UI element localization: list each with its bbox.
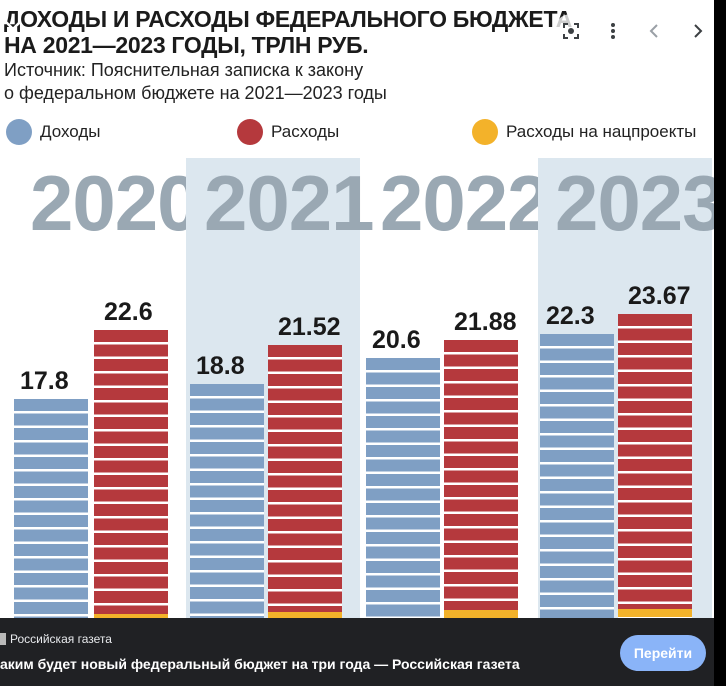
visit-button[interactable]: Перейти (620, 635, 706, 671)
legend-item-natprojects: Расходы на нацпроекты (472, 119, 696, 145)
page-title-link[interactable]: аким будет новый федеральный бюджет на т… (0, 656, 520, 672)
bar-income-2023 (540, 333, 614, 618)
bar-expenses-2020 (94, 329, 168, 618)
legend-swatch-natprojects (472, 119, 498, 145)
legend-item-expenses: Расходы (237, 119, 339, 145)
bar-expenses-2021 (268, 345, 342, 618)
bar-income-2020 (14, 398, 88, 618)
year-label-2023: 2023 (555, 159, 714, 247)
label-expenses-2021: 21.52 (278, 313, 341, 342)
year-label-2022: 2022 (380, 159, 551, 247)
close-icon[interactable] (0, 16, 26, 42)
bar-natprojects-2020 (94, 614, 168, 618)
bar-income-2021 (190, 384, 264, 618)
label-expenses-2020: 22.6 (104, 297, 153, 326)
viewer-edge (714, 0, 726, 686)
bar-expenses-2022 (444, 339, 518, 618)
source-name[interactable]: Российская газета (10, 632, 112, 646)
legend-swatch-expenses (237, 119, 263, 145)
more-vert-icon[interactable] (596, 14, 630, 48)
label-income-2023: 22.3 (546, 301, 595, 330)
bar-natprojects-2023 (618, 608, 692, 618)
year-label-2021: 2021 (204, 159, 375, 247)
label-expenses-2023: 23.67 (628, 282, 691, 311)
bar-natprojects-2022 (444, 610, 518, 618)
legend-item-income: Доходы (6, 119, 101, 145)
label-income-2022: 20.6 (372, 326, 421, 355)
legend-label-expenses: Расходы (271, 122, 340, 141)
bar-natprojects-2021 (268, 612, 342, 618)
chevron-right-icon[interactable] (680, 14, 714, 48)
legend-label-natprojects: Расходы на нацпроекты (506, 122, 697, 141)
label-income-2021: 18.8 (196, 352, 245, 381)
caption-bar (0, 618, 714, 686)
year-label-2020: 2020 (30, 159, 201, 247)
chevron-left-icon[interactable] (638, 14, 672, 48)
bar-expenses-2023 (618, 314, 692, 618)
legend-label-income: Доходы (40, 122, 101, 141)
infographic-source-line1: Источник: Пояснительная записка к закону (4, 60, 364, 80)
label-expenses-2022: 21.88 (454, 307, 517, 336)
infographic-title-line1: ДОХОДЫ И РАСХОДЫ ФЕДЕРАЛЬНОГО БЮДЖЕТА (4, 6, 573, 32)
preview-image[interactable]: ДОХОДЫ И РАСХОДЫ ФЕДЕРАЛЬНОГО БЮДЖЕТА НА… (0, 0, 714, 618)
legend-swatch-income (6, 119, 32, 145)
infographic-source-line2: о федеральном бюджете на 2021—2023 годы (4, 83, 387, 103)
label-income-2020: 17.8 (20, 366, 69, 395)
infographic-title-line2: НА 2021—2023 ГОДЫ, ТРЛН РУБ. (4, 32, 369, 58)
site-favicon-icon (0, 633, 6, 645)
bar-income-2022 (366, 358, 440, 618)
lens-icon[interactable] (554, 14, 588, 48)
